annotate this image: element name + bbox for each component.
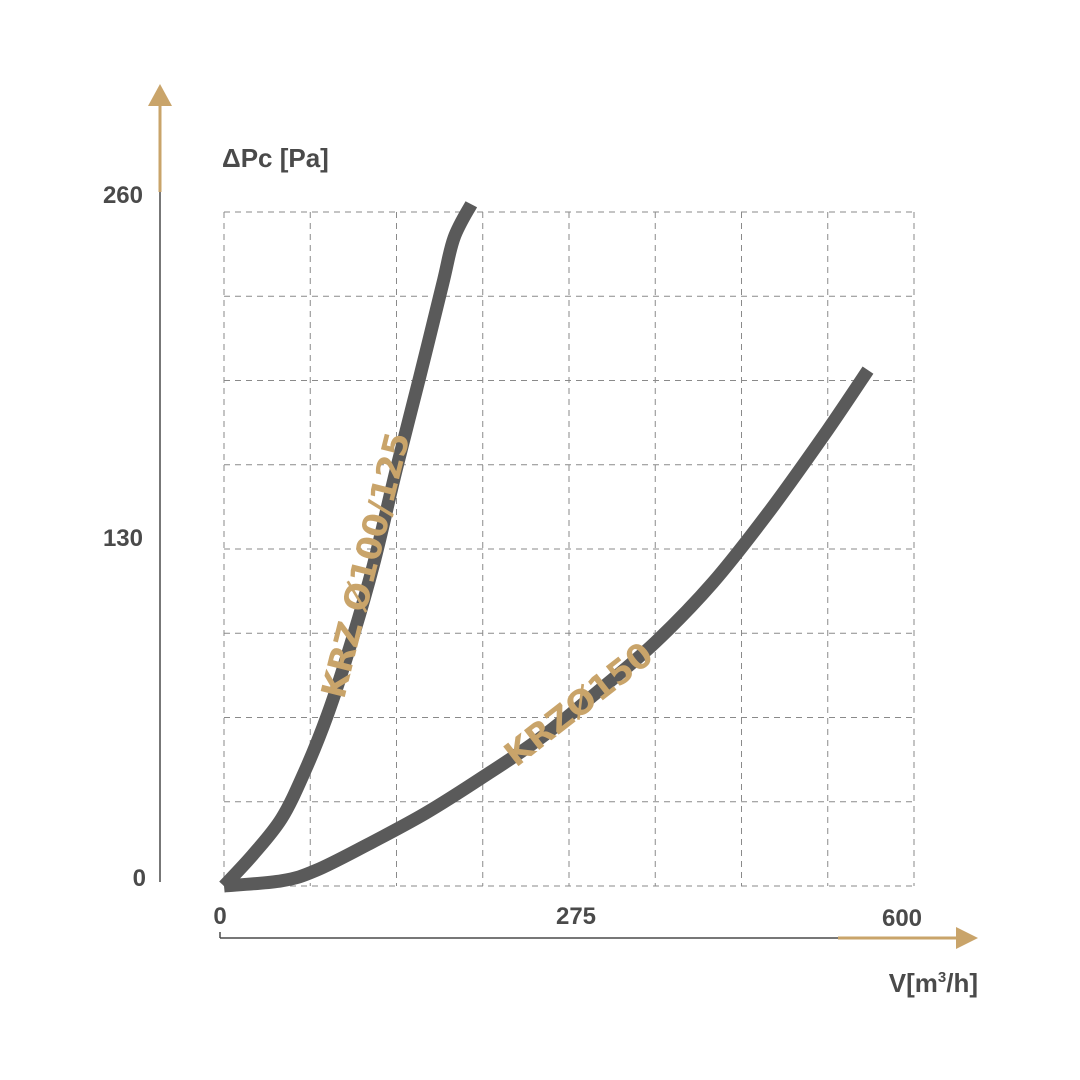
y-tick-label-top: 260 <box>103 182 143 209</box>
x-tick-label-end: 600 <box>882 905 922 932</box>
series-line-krz-150 <box>223 366 874 893</box>
series-label-krz-150: KRZØ150 <box>497 635 661 776</box>
x-axis-label-prefix: V[m <box>889 968 938 998</box>
x-axis-label-superscript: 3 <box>938 969 946 986</box>
x-axis-label: V[m3/h] <box>889 968 978 998</box>
series-line-krz-100-125 <box>219 201 478 891</box>
y-axis: ΔPc [Pa] 260 130 0 <box>103 84 329 892</box>
x-axis-label-suffix: /h] <box>946 968 978 998</box>
grid <box>223 211 915 887</box>
x-axis: 0 275 600 V[m3/h] <box>213 903 978 998</box>
x-axis-arrow-head <box>956 927 978 949</box>
x-tick-label-middle: 275 <box>556 903 596 930</box>
series-label-krz-100-125: KRZ Ø100/125 <box>314 428 419 702</box>
y-tick-label-middle: 130 <box>103 525 143 552</box>
y-axis-label: ΔPc [Pa] <box>222 143 329 173</box>
x-tick-label-start: 0 <box>213 903 226 930</box>
y-axis-arrow-head <box>148 84 172 106</box>
y-tick-label-bottom: 0 <box>133 865 146 892</box>
curves <box>219 201 874 893</box>
